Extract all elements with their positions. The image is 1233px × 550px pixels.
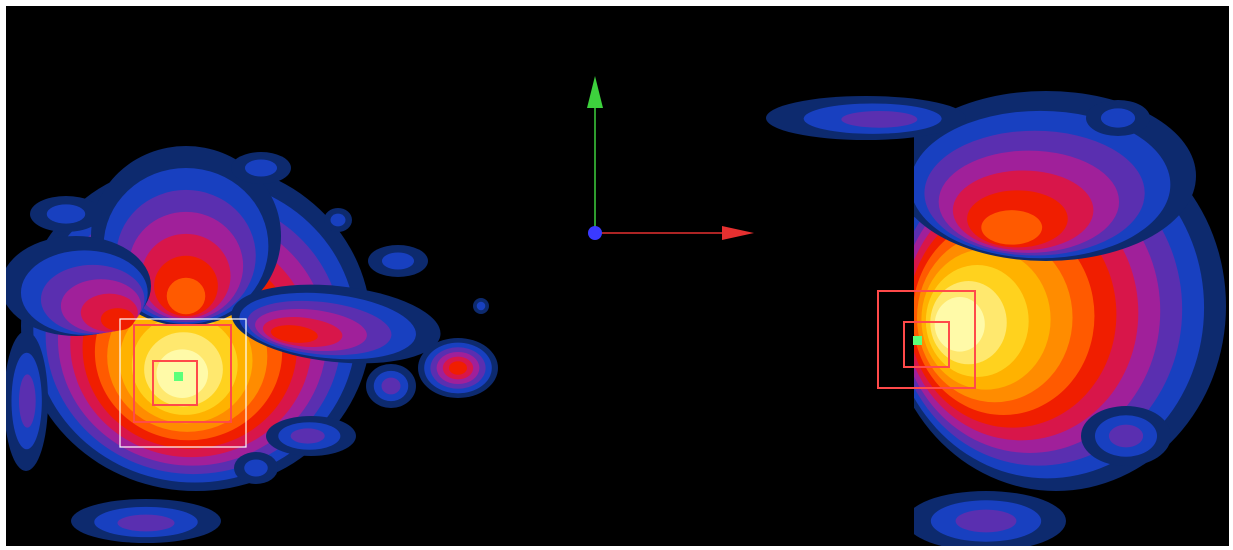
right-selection-overlay[interactable] bbox=[877, 290, 976, 389]
axis-origin-sphere-icon[interactable] bbox=[588, 226, 602, 240]
selection-box-small[interactable] bbox=[152, 360, 198, 406]
left-selection-overlay[interactable] bbox=[119, 318, 247, 448]
selection-box-small[interactable] bbox=[903, 321, 950, 368]
3d-viewport[interactable] bbox=[6, 6, 1229, 546]
heatmap-right-slice bbox=[914, 91, 1226, 546]
probe-point-marker[interactable] bbox=[174, 372, 183, 381]
probe-point-marker[interactable] bbox=[913, 336, 922, 345]
selection-box-large[interactable] bbox=[133, 324, 232, 423]
outer-selection-box[interactable] bbox=[119, 318, 247, 448]
y-axis-arrowhead-icon[interactable] bbox=[587, 76, 603, 108]
heatmap-right-top-blob bbox=[766, 96, 1150, 140]
heatmap-left-slice bbox=[6, 146, 498, 543]
axis-gizmo[interactable] bbox=[587, 76, 754, 240]
x-axis-arrowhead-icon[interactable] bbox=[722, 226, 754, 240]
viewport-canvas[interactable] bbox=[6, 6, 1229, 546]
selection-box-large[interactable] bbox=[877, 290, 976, 389]
